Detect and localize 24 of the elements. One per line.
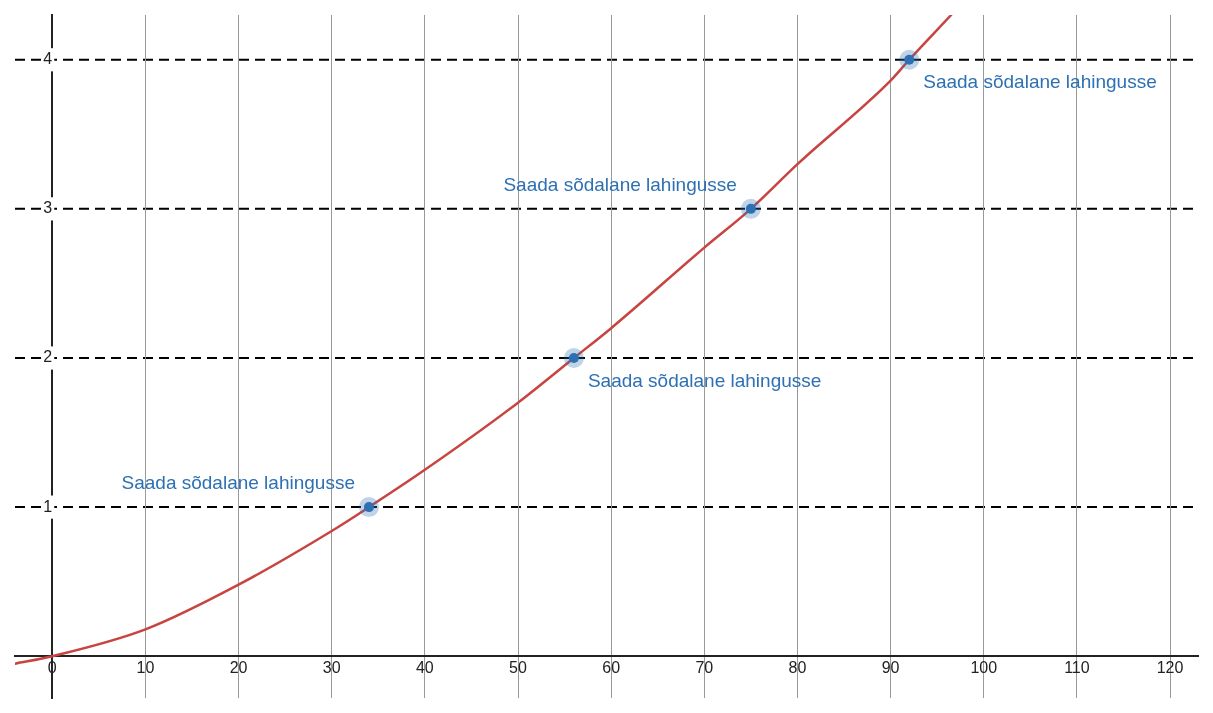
x-tick-label: 80 <box>788 659 807 677</box>
y-tick-label: 1 <box>43 497 53 515</box>
y-tick-label: 2 <box>43 348 53 366</box>
x-tick-label: 50 <box>509 659 528 677</box>
annotation: Saada sõdalane lahingusse <box>923 71 1157 93</box>
x-tick-label: 30 <box>322 659 341 677</box>
point <box>899 49 920 70</box>
y-tick-label: 4 <box>43 50 53 68</box>
point <box>563 347 584 368</box>
x-tick-label: 70 <box>695 659 714 677</box>
x-tick-label: 60 <box>602 659 621 677</box>
x-tick-label: 20 <box>229 659 248 677</box>
point <box>740 198 761 219</box>
point <box>358 497 379 518</box>
x-tick-label: 110 <box>1064 659 1090 677</box>
annotation: Saada sõdalane lahingusse <box>121 471 355 493</box>
y-tick-label: 3 <box>43 199 53 217</box>
x-tick-label: 40 <box>415 659 434 677</box>
x-tick-label: 90 <box>881 659 900 677</box>
x-tick-label: 100 <box>970 659 998 677</box>
annotation: Saada sõdalane lahingusse <box>503 173 737 195</box>
annotation: Saada sõdalane lahingusse <box>587 369 822 391</box>
x-tick-label: 120 <box>1156 659 1184 677</box>
x-tick-label: 10 <box>136 659 155 677</box>
